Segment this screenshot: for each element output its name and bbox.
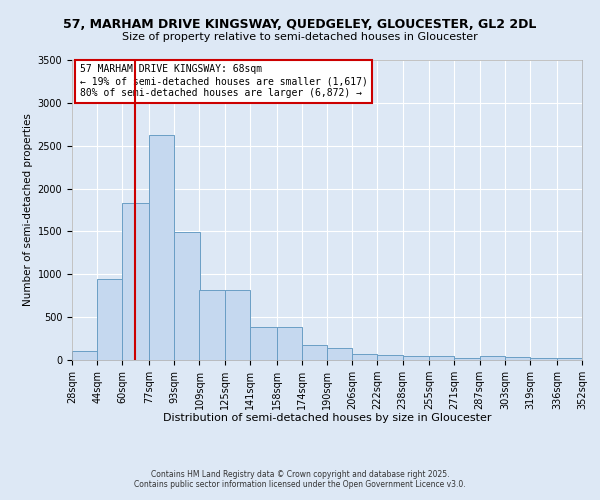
Text: Size of property relative to semi-detached houses in Gloucester: Size of property relative to semi-detach… (122, 32, 478, 42)
Bar (530, 358, 557, 360)
Bar (277, 326, 302, 360)
Bar (302, 345, 327, 360)
Bar (327, 348, 352, 360)
Text: 57 MARHAM DRIVE KINGSWAY: 68sqm
← 19% of semi-detached houses are smaller (1,617: 57 MARHAM DRIVE KINGSWAY: 68sqm ← 19% of… (80, 64, 368, 98)
Y-axis label: Number of semi-detached properties: Number of semi-detached properties (23, 114, 34, 306)
Bar (175, 232, 199, 360)
Bar (97, 278, 122, 360)
Bar (557, 358, 582, 360)
Bar (149, 136, 175, 360)
Bar (505, 356, 530, 360)
Bar (430, 356, 455, 360)
Text: 57, MARHAM DRIVE KINGSWAY, QUEDGELEY, GLOUCESTER, GL2 2DL: 57, MARHAM DRIVE KINGSWAY, QUEDGELEY, GL… (64, 18, 536, 30)
X-axis label: Distribution of semi-detached houses by size in Gloucester: Distribution of semi-detached houses by … (163, 414, 491, 424)
Bar (403, 356, 430, 360)
Bar (72, 352, 97, 360)
Text: Contains HM Land Registry data © Crown copyright and database right 2025.
Contai: Contains HM Land Registry data © Crown c… (134, 470, 466, 489)
Bar (224, 290, 250, 360)
Bar (352, 354, 377, 360)
Bar (377, 356, 403, 360)
Bar (199, 290, 224, 360)
Bar (250, 326, 277, 360)
Bar (479, 356, 505, 360)
Bar (122, 203, 149, 360)
Bar (455, 358, 479, 360)
